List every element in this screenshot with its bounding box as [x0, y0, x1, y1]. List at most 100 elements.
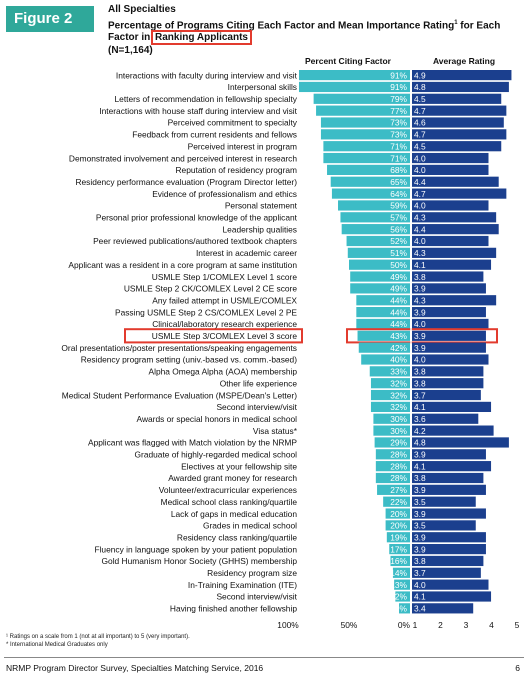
rating-value-label: 3.8: [414, 378, 426, 388]
percent-bar: [370, 378, 410, 389]
rating-value-label: 4.2: [414, 426, 426, 436]
rating-value-label: 3.9: [414, 544, 426, 554]
percent-bar: [350, 283, 410, 294]
factor-label: Reputation of residency program: [175, 165, 297, 175]
rating-bar: [412, 496, 476, 507]
percent-value-label: 79%: [390, 94, 407, 104]
rating-value-label: 4.0: [414, 165, 426, 175]
percent-value-label: 20%: [390, 509, 407, 519]
percent-bar: [320, 117, 410, 128]
percent-bar: [320, 129, 410, 140]
rating-bar: [412, 235, 489, 247]
percent-bar: [375, 472, 410, 484]
factor-label: Applicant was flagged with Match violati…: [88, 438, 297, 448]
rating-value-label: 4.7: [414, 189, 426, 199]
rating-bar: [412, 484, 486, 495]
percent-bar: [385, 520, 410, 531]
percent-value-label: 33%: [390, 367, 407, 377]
percent-bar: [373, 425, 410, 436]
rating-bar: [412, 591, 492, 602]
percent-value-label: 51%: [390, 248, 407, 258]
rating-bar: [412, 342, 486, 353]
rating-value-label: 4.0: [414, 580, 426, 590]
factor-label: Grades in medical school: [203, 521, 297, 531]
percent-bar: [389, 544, 410, 555]
percent-value-label: 20%: [390, 521, 407, 531]
rating-bar: [412, 212, 497, 223]
rating-value-label: 4.3: [414, 248, 426, 258]
rating-value-label: 3.9: [414, 509, 426, 519]
title-line-3: Factor in Ranking Applicants: [108, 30, 252, 46]
factor-label: USMLE Step 2 CK/COMLEX Level 2 CE score: [124, 284, 297, 294]
title-line-4: (N=1,164): [108, 44, 153, 56]
rating-axis-tick: 1: [413, 620, 418, 630]
factor-label: Interpersonal skills: [228, 82, 297, 92]
percent-bar: [386, 532, 410, 543]
figure-badge: Figure 2: [6, 6, 94, 32]
percent-value-label: 29%: [390, 438, 407, 448]
factor-label: Visa status*: [253, 426, 298, 436]
percent-value-label: 52%: [390, 236, 407, 246]
rating-bar: [412, 330, 486, 341]
rating-bar: [412, 544, 486, 555]
rating-value-label: 4.4: [414, 224, 426, 234]
percent-bar: [374, 437, 410, 448]
factor-label: Demonstrated involvement and perceived i…: [69, 153, 297, 163]
factor-label: USMLE Step 3/COMLEX Level 3 score: [152, 331, 298, 341]
factor-label: Lack of gaps in medical education: [171, 509, 298, 519]
percent-value-label: 22%: [390, 497, 407, 507]
factor-label: Peer reviewed publications/authored text…: [93, 236, 297, 246]
rating-value-label: 4.0: [414, 153, 426, 163]
percent-value-label: 42%: [390, 343, 407, 353]
rating-bar: [412, 366, 484, 377]
percent-value-label: 73%: [390, 130, 407, 140]
factor-label: Feedback from current residents and fell…: [132, 130, 297, 140]
rating-bar: [412, 283, 486, 294]
rating-bar: [412, 117, 504, 128]
factor-label: Personal statement: [225, 201, 298, 211]
percent-bar: [347, 247, 410, 258]
percent-value-label: 71%: [390, 141, 407, 151]
percent-bar: [369, 366, 410, 377]
factor-label: Second interview/visit: [216, 402, 297, 412]
rating-value-label: 3.8: [414, 272, 426, 282]
percent-bar: [358, 342, 410, 353]
factor-label: Clinical/laboratory research experience: [152, 319, 297, 329]
percent-value-label: 91%: [390, 82, 407, 92]
rating-column-header: Average Rating: [432, 56, 496, 66]
percent-value-label: 28%: [390, 461, 407, 471]
rating-bar: [412, 378, 484, 389]
percent-bar: [373, 413, 410, 424]
percent-value-label: 57%: [390, 213, 407, 223]
rating-bar: [412, 603, 474, 614]
rating-bar: [412, 259, 492, 270]
percent-value-label: 71%: [390, 153, 407, 163]
rating-value-label: 3.8: [414, 367, 426, 377]
rating-value-label: 3.5: [414, 521, 426, 531]
percent-bar: [356, 295, 410, 306]
factor-label: Graduate of highly-regarded medical scho…: [135, 450, 298, 460]
rating-value-label: 4.7: [414, 106, 426, 116]
percent-bar: [323, 152, 410, 164]
percent-bar: [327, 164, 410, 175]
rating-bar: [412, 567, 481, 578]
factor-label: Gold Humanism Honor Society (GHHS) membe…: [102, 556, 298, 566]
rating-bar: [412, 247, 497, 258]
rating-value-label: 4.8: [414, 438, 426, 448]
percent-bar: [377, 484, 410, 495]
percent-bar: [394, 579, 410, 590]
rating-value-label: 3.7: [414, 390, 426, 400]
rating-bar: [412, 188, 507, 199]
factor-label: USMLE Step 1/COMLEX Level 1 score: [152, 272, 298, 282]
rating-bar: [412, 176, 499, 187]
percent-bar: [370, 389, 410, 401]
rating-value-label: 4.3: [414, 213, 426, 223]
percent-bar: [298, 81, 410, 93]
percent-value-label: 13%: [390, 580, 407, 590]
factor-label: Awarded grant money for research: [168, 473, 297, 483]
rating-bar: [412, 461, 492, 472]
percent-column-header: Percent Citing Factor: [305, 56, 391, 66]
factor-label: Any failed attempt in USMLE/COMLEX: [152, 295, 297, 305]
rating-bar: [412, 579, 489, 590]
factor-label: Interest in academic career: [196, 248, 297, 258]
